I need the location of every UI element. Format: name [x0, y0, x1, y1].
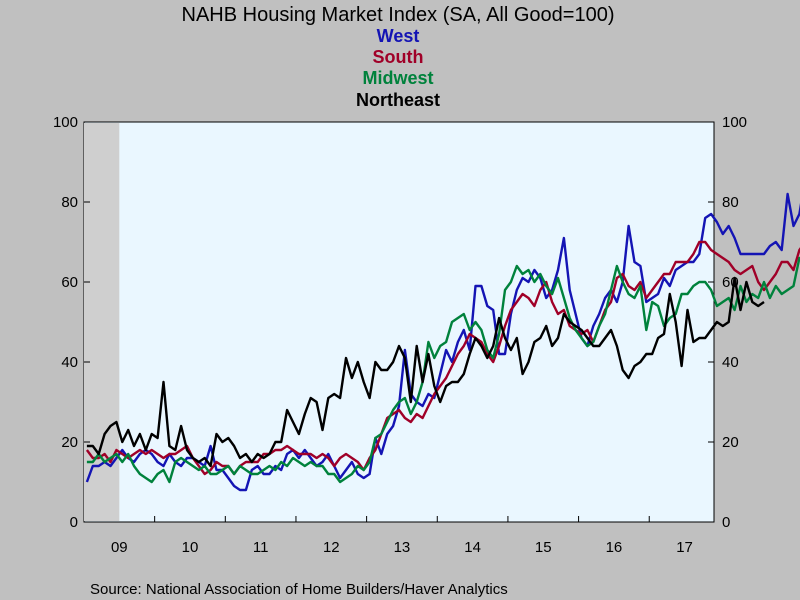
- x-tick-label: 16: [606, 539, 623, 556]
- y-tick-label-left: 100: [53, 114, 78, 131]
- y-tick-label-right: 80: [722, 194, 739, 211]
- source-note: Source: National Association of Home Bui…: [90, 581, 508, 598]
- y-tick-label-right: 40: [722, 354, 739, 371]
- y-tick-label-left: 20: [61, 434, 78, 451]
- x-tick-label: 10: [182, 539, 199, 556]
- y-tick-label-left: 80: [61, 194, 78, 211]
- y-tick-label-left: 40: [61, 354, 78, 371]
- x-tick-label: 13: [394, 539, 411, 556]
- series-line-south: [85, 240, 800, 476]
- series-line-northeast: [86, 276, 765, 468]
- legend-south: South: [373, 47, 424, 67]
- x-tick-label: 14: [464, 539, 481, 556]
- y-tick-label-right: 20: [722, 434, 739, 451]
- legend-west: West: [377, 26, 420, 46]
- chart-title: NAHB Housing Market Index (SA, All Good=…: [182, 4, 615, 26]
- legend-midwest: Midwest: [362, 68, 433, 88]
- x-tick-label: 11: [253, 539, 269, 556]
- series-line-midwest: [86, 256, 800, 484]
- legend-northeast: Northeast: [356, 90, 440, 110]
- y-tick-label-left: 0: [70, 514, 78, 531]
- x-tick-label: 09: [111, 539, 128, 556]
- y-tick-label-right: 0: [722, 514, 730, 531]
- series-lines: [85, 192, 800, 492]
- y-tick-label-left: 60: [61, 274, 78, 291]
- x-tick-label: 15: [535, 539, 552, 556]
- plot-area: [83, 121, 715, 523]
- x-tick-label: 17: [676, 539, 693, 556]
- x-tick-label: 12: [323, 539, 340, 556]
- y-tick-label-right: 100: [722, 114, 747, 131]
